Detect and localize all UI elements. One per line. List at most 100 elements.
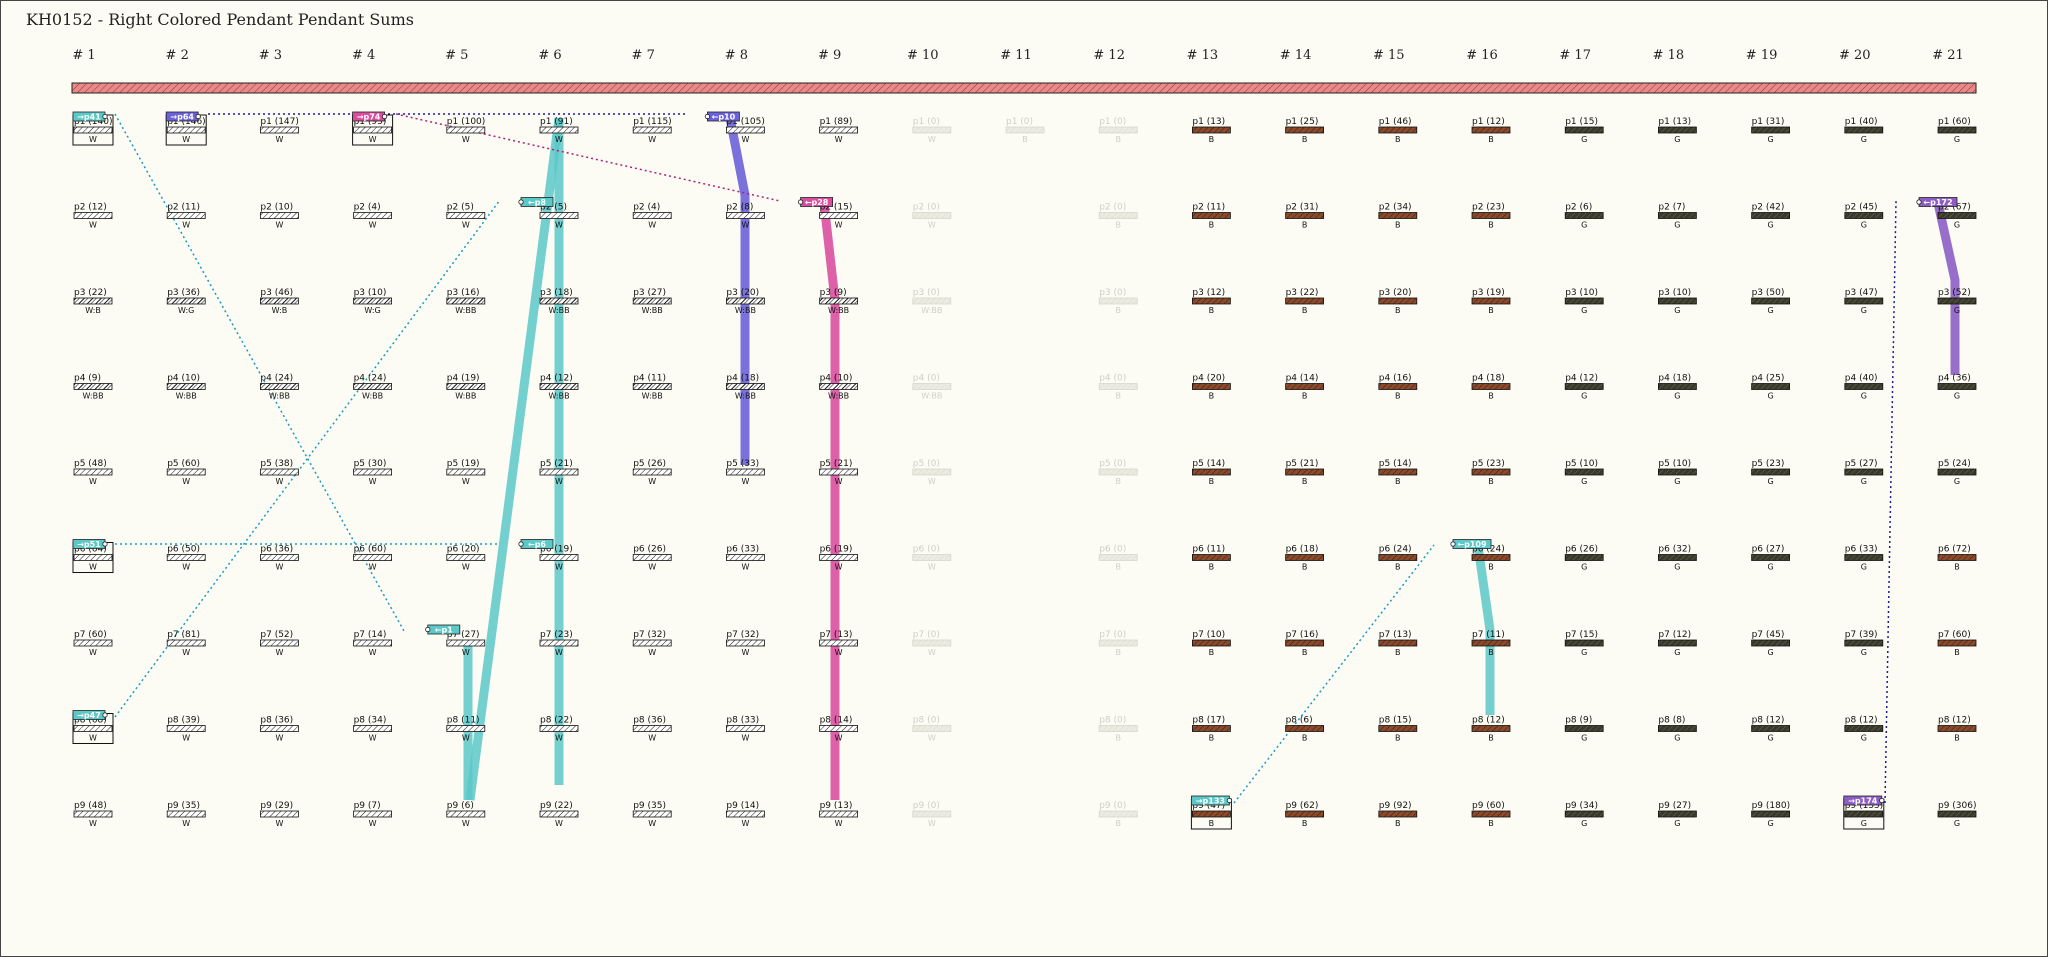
pendant-cord [819, 297, 858, 305]
pendant-label: p2 (4) [354, 203, 381, 213]
pendant-label: p2 (42) [1752, 203, 1785, 213]
pendant-cord [912, 126, 952, 134]
pendant-cord [1285, 725, 1324, 732]
pendant-label: p2 (7) [1658, 203, 1685, 213]
pendant-cord [819, 554, 858, 561]
pendant-color-code: W [182, 563, 190, 572]
pendant-label: p4 (12) [1565, 374, 1598, 384]
sum-tag: ←p1 [425, 624, 461, 635]
pendant-label: p1 (100) [447, 117, 486, 127]
pendant-cord [1937, 810, 1977, 818]
pendant: p3 (16) W:BB [446, 288, 486, 315]
pendant-color-code: W [275, 221, 283, 230]
pendant-cord [912, 383, 952, 390]
pendant-label: p8 (6) [1286, 716, 1313, 726]
pendant-label: p4 (14) [1286, 374, 1319, 384]
pendant: p3 (52) G [1937, 288, 1977, 315]
pendant-cord [1937, 126, 1977, 134]
sum-tag: ←p28 [797, 197, 833, 207]
pendant-cord [446, 725, 486, 732]
pendant: p4 (24) W:BB [259, 374, 299, 401]
pendant-color-code: B [1209, 221, 1215, 230]
sum-tag-label: →p174 [1848, 797, 1878, 806]
pendant: p3 (22) W:B [73, 288, 113, 315]
pendant-color-code: B [1395, 306, 1401, 315]
pendant-color-code: W [928, 477, 936, 486]
pendant: p8 (22) W [539, 716, 579, 743]
pendant-cord [1098, 810, 1138, 818]
pendant: p7 (27) W [446, 630, 486, 657]
pendant: p7 (39) G [1844, 630, 1884, 657]
pendant-color-code: B [1115, 563, 1121, 572]
pendant: p6 (26) G [1564, 545, 1604, 572]
pendant-cord [1844, 468, 1884, 476]
link-band-teal-16 [1473, 545, 1495, 715]
sum-tag: ←p109 [1450, 539, 1492, 549]
dotted-link-p174 [1884, 200, 1897, 804]
pendant: p3 (10) G [1658, 288, 1697, 315]
pendant-color-code: W [182, 819, 190, 828]
pendant-color-code: B [1115, 734, 1121, 743]
pendant-cord [166, 639, 206, 647]
pendant-color-code: G [1581, 819, 1587, 828]
link-band-teal-6-to-5 [465, 117, 564, 801]
pendant-cord [1564, 639, 1604, 647]
pendant-color-code: W [462, 819, 470, 828]
pendant: p7 (32) W [726, 630, 765, 657]
pendant-label: p8 (34) [354, 716, 387, 726]
pendant: p2 (23) B [1471, 203, 1511, 230]
pendant-label: p4 (24) [354, 374, 387, 384]
tag-anchor-dot [518, 199, 524, 205]
pendant-color-code: W [835, 734, 843, 743]
page-title: KH0152 - Right Colored Pendant Pendant S… [26, 10, 414, 29]
pendant: p6 (60) W [353, 545, 393, 572]
pendant-color-code: W [741, 135, 749, 144]
pendant-cord [1564, 212, 1604, 219]
pendant-label: p2 (15) [820, 203, 853, 213]
pendant-color-code: G [1581, 648, 1587, 657]
pendant-label: p8 (0) [1099, 716, 1126, 726]
sum-tag-label: →p47 [77, 711, 101, 720]
pendant-color-code: W [275, 648, 283, 657]
pendant: p4 (19) W:BB [446, 374, 486, 401]
pendant-cord [819, 639, 858, 647]
pendant: p9 (92) B [1378, 801, 1418, 828]
sum-tag: ←p6 [518, 539, 554, 549]
pendant-color-code: G [1674, 563, 1680, 572]
column-number: # 8 [725, 48, 748, 63]
pendant-label: p1 (105) [726, 117, 765, 127]
pendant: p7 (60) B [1937, 630, 1977, 657]
pendant-cord [446, 468, 486, 476]
pendant-color-code: B [1209, 648, 1215, 657]
pendant-cord [912, 639, 952, 647]
sum-tag-label: ←p6 [528, 540, 546, 549]
pendant-color-code: B [1302, 734, 1308, 743]
pendant-color-code: B [1302, 221, 1308, 230]
pendant: p4 (36) G [1937, 374, 1977, 401]
pendant-color-code: B [1302, 392, 1308, 401]
pendant: p7 (0) W [912, 630, 952, 657]
pendant: p4 (18) G [1658, 374, 1697, 401]
pendant-cord [539, 297, 579, 305]
pendant: p7 (23) W [539, 630, 579, 657]
sum-tag: →p174 [1843, 795, 1885, 806]
pendant-cord [166, 554, 206, 561]
pendant-color-code: G [1954, 477, 1960, 486]
sum-tag-label: →p74 [357, 113, 381, 122]
pendant-color-code: W [648, 819, 656, 828]
pendant-label: p3 (52) [1938, 288, 1971, 298]
pendant-cord [1471, 297, 1511, 305]
pendant: p1 (0) B [1005, 117, 1045, 144]
pendant-cord [539, 639, 579, 647]
pendant: p2 (5) W [539, 203, 579, 230]
pendant: p5 (21) W [539, 459, 579, 486]
pendant: p9 (22) W [539, 801, 579, 828]
pendant-label: p7 (0) [913, 630, 940, 640]
tag-anchor-dot [425, 626, 431, 633]
pendant: p5 (0) B [1098, 459, 1138, 486]
pendant: p6 (27) G [1751, 545, 1790, 572]
pendant-color-code: W [555, 135, 563, 144]
pendant-label: p6 (26) [633, 545, 666, 555]
column-number: # 17 [1559, 48, 1591, 63]
pendant-cord [1564, 383, 1604, 390]
